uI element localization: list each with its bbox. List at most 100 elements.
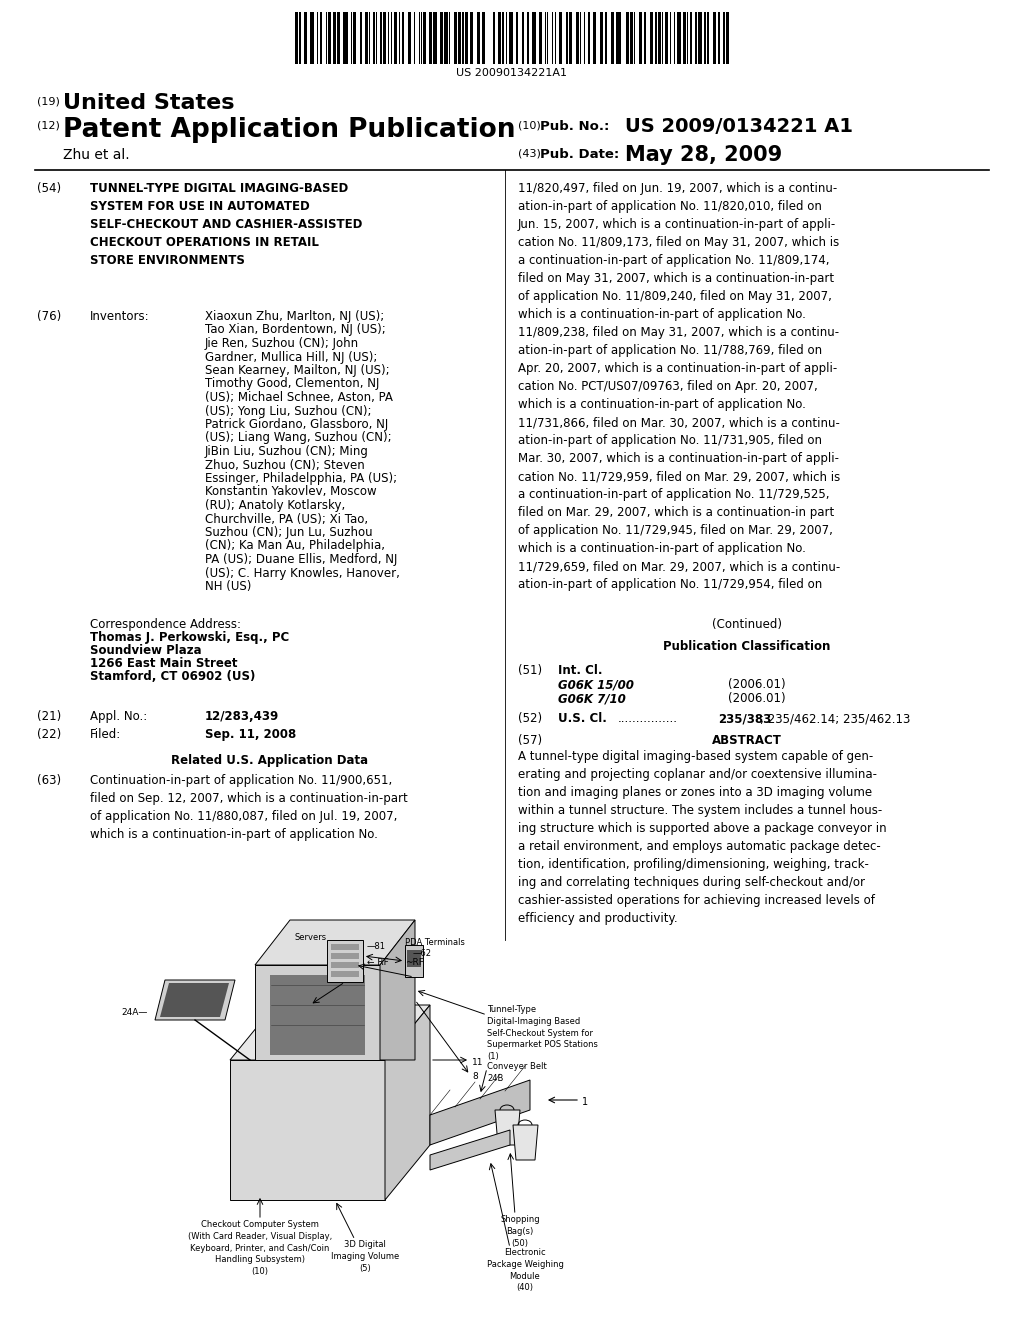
Bar (482, 12, 485, 63)
Text: Xiaoxun Zhu, Marlton, NJ (US);: Xiaoxun Zhu, Marlton, NJ (US); (205, 310, 384, 323)
Text: Inventors:: Inventors: (90, 310, 150, 323)
Text: (51): (51) (518, 664, 542, 677)
Bar (365, 12, 369, 63)
Text: A tunnel-type digital imaging-based system capable of gen-
erating and projectin: A tunnel-type digital imaging-based syst… (518, 750, 887, 925)
Text: Konstantin Yakovlev, Moscow: Konstantin Yakovlev, Moscow (205, 486, 377, 499)
Bar (559, 12, 562, 63)
Text: Essinger, Philadelpphia, PA (US);: Essinger, Philadelpphia, PA (US); (205, 473, 397, 484)
Text: Electronic
Package Weighing
Module
(40): Electronic Package Weighing Module (40) (486, 1247, 563, 1292)
Text: Correspondence Address:: Correspondence Address: (90, 618, 241, 631)
Text: Checkout Computer System
(With Card Reader, Visual Display,
Keyboard, Printer, a: Checkout Computer System (With Card Read… (187, 1220, 332, 1276)
Bar (568, 12, 572, 63)
Bar (493, 12, 495, 63)
Text: Timothy Good, Clementon, NJ: Timothy Good, Clementon, NJ (205, 378, 379, 391)
Bar (527, 12, 528, 63)
Text: Conveyer Belt
24B: Conveyer Belt 24B (487, 1063, 547, 1082)
Text: Sep. 11, 2008: Sep. 11, 2008 (205, 729, 296, 741)
Polygon shape (385, 1005, 430, 1200)
Bar (683, 12, 686, 63)
Text: 1: 1 (582, 1097, 588, 1107)
Text: (63): (63) (37, 774, 61, 787)
Text: (43): (43) (518, 148, 541, 158)
Text: Sean Kearney, Mailton, NJ (US);: Sean Kearney, Mailton, NJ (US); (205, 364, 389, 378)
Text: US 20090134221A1: US 20090134221A1 (457, 69, 567, 78)
Text: (22): (22) (37, 729, 61, 741)
Bar (334, 12, 336, 63)
Bar (465, 12, 468, 63)
Bar (644, 12, 646, 63)
Text: —81: —81 (367, 942, 386, 950)
Text: US 2009/0134221 A1: US 2009/0134221 A1 (625, 117, 853, 136)
Text: (52): (52) (518, 711, 542, 725)
Bar (630, 12, 633, 63)
Bar (319, 12, 323, 63)
Text: (10): (10) (518, 120, 541, 129)
Polygon shape (331, 953, 359, 960)
Text: PDA Terminals: PDA Terminals (406, 939, 465, 946)
Bar (470, 12, 473, 63)
Text: 12/283,439: 12/283,439 (205, 710, 280, 723)
Text: ← RF: ← RF (367, 958, 389, 968)
Text: Tunnel-Type
Digital-Imaging Based
Self-Checkout System for
Supermarket POS Stati: Tunnel-Type Digital-Imaging Based Self-C… (487, 1005, 598, 1061)
Bar (408, 12, 411, 63)
Text: (76): (76) (37, 310, 61, 323)
Text: Thomas J. Perkowski, Esq., PC: Thomas J. Perkowski, Esq., PC (90, 631, 289, 644)
Text: Shopping
Bag(s)
(50): Shopping Bag(s) (50) (500, 1214, 540, 1247)
Bar (380, 12, 382, 63)
Text: Zhu et al.: Zhu et al. (63, 148, 130, 162)
Text: —62: —62 (413, 949, 432, 958)
Bar (502, 12, 504, 63)
Bar (462, 12, 464, 63)
Text: G06K 7/10: G06K 7/10 (558, 692, 626, 705)
Bar (658, 12, 660, 63)
Bar (329, 12, 331, 63)
Text: (US); C. Harry Knowles, Hanover,: (US); C. Harry Knowles, Hanover, (205, 566, 400, 579)
Bar (566, 12, 568, 63)
Bar (707, 12, 709, 63)
Bar (440, 12, 442, 63)
Text: Int. Cl.: Int. Cl. (558, 664, 602, 677)
Bar (383, 12, 386, 63)
Text: ~RF: ~RF (406, 958, 424, 968)
Bar (677, 12, 681, 63)
Bar (547, 12, 548, 63)
Text: Publication Classification: Publication Classification (664, 640, 830, 653)
Bar (295, 12, 298, 63)
Bar (703, 12, 707, 63)
Bar (423, 12, 426, 63)
Bar (303, 12, 307, 63)
Text: Jie Ren, Suzhou (CN); John: Jie Ren, Suzhou (CN); John (205, 337, 359, 350)
Bar (458, 12, 462, 63)
Text: TUNNEL-TYPE DIGITAL IMAGING-BASED
SYSTEM FOR USE IN AUTOMATED
SELF-CHECKOUT AND : TUNNEL-TYPE DIGITAL IMAGING-BASED SYSTEM… (90, 182, 362, 267)
Text: (54): (54) (37, 182, 61, 195)
Text: Filed:: Filed: (90, 729, 121, 741)
Bar (593, 12, 596, 63)
Polygon shape (331, 944, 359, 950)
Text: (US); Liang Wang, Suzhou (CN);: (US); Liang Wang, Suzhou (CN); (205, 432, 391, 445)
Text: (2006.01): (2006.01) (728, 678, 785, 690)
Bar (509, 12, 512, 63)
Bar (449, 12, 451, 63)
Bar (506, 12, 507, 63)
Text: (US); Michael Schnee, Aston, PA: (US); Michael Schnee, Aston, PA (205, 391, 393, 404)
Text: 1266 East Main Street: 1266 East Main Street (90, 657, 238, 671)
Text: PA (US); Duane Ellis, Medford, NJ: PA (US); Duane Ellis, Medford, NJ (205, 553, 397, 566)
Bar (539, 12, 542, 63)
Text: Churchville, PA (US); Xi Tao,: Churchville, PA (US); Xi Tao, (205, 512, 368, 525)
Bar (454, 12, 457, 63)
Polygon shape (255, 965, 380, 1060)
Bar (723, 12, 725, 63)
Text: (US); Yong Liu, Suzhou (CN);: (US); Yong Liu, Suzhou (CN); (205, 404, 372, 417)
Polygon shape (513, 1125, 538, 1160)
Bar (718, 12, 720, 63)
Text: Stamford, CT 06902 (US): Stamford, CT 06902 (US) (90, 671, 255, 682)
Polygon shape (407, 950, 421, 968)
Text: Tao Xian, Bordentown, NJ (US);: Tao Xian, Bordentown, NJ (US); (205, 323, 386, 337)
Bar (575, 12, 579, 63)
Text: United States: United States (63, 92, 234, 114)
Text: (RU); Anatoly Kotlarsky,: (RU); Anatoly Kotlarsky, (205, 499, 345, 512)
Text: Zhuo, Suzhou (CN); Steven: Zhuo, Suzhou (CN); Steven (205, 458, 365, 471)
Bar (639, 12, 642, 63)
Bar (429, 12, 431, 63)
Bar (394, 12, 396, 63)
